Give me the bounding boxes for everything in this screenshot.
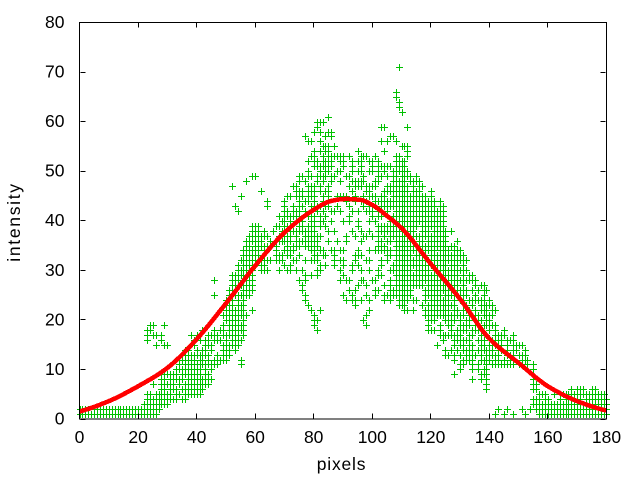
svg-text:60: 60 — [45, 111, 65, 131]
svg-text:pixels: pixels — [317, 454, 367, 474]
svg-text:80: 80 — [304, 427, 324, 447]
svg-text:60: 60 — [245, 427, 265, 447]
svg-text:20: 20 — [45, 309, 65, 329]
svg-text:10: 10 — [45, 359, 65, 379]
svg-text:0: 0 — [75, 427, 85, 447]
svg-text:40: 40 — [187, 427, 207, 447]
svg-text:30: 30 — [45, 260, 65, 280]
svg-text:40: 40 — [45, 210, 65, 230]
svg-text:160: 160 — [533, 427, 562, 447]
svg-text:0: 0 — [55, 409, 65, 429]
svg-text:140: 140 — [475, 427, 504, 447]
svg-text:120: 120 — [416, 427, 445, 447]
svg-text:100: 100 — [358, 427, 387, 447]
svg-text:70: 70 — [45, 62, 65, 82]
svg-text:80: 80 — [45, 12, 65, 32]
svg-text:180: 180 — [592, 427, 621, 447]
svg-text:50: 50 — [45, 161, 65, 181]
svg-text:20: 20 — [128, 427, 148, 447]
svg-text:intensity: intensity — [4, 182, 24, 262]
